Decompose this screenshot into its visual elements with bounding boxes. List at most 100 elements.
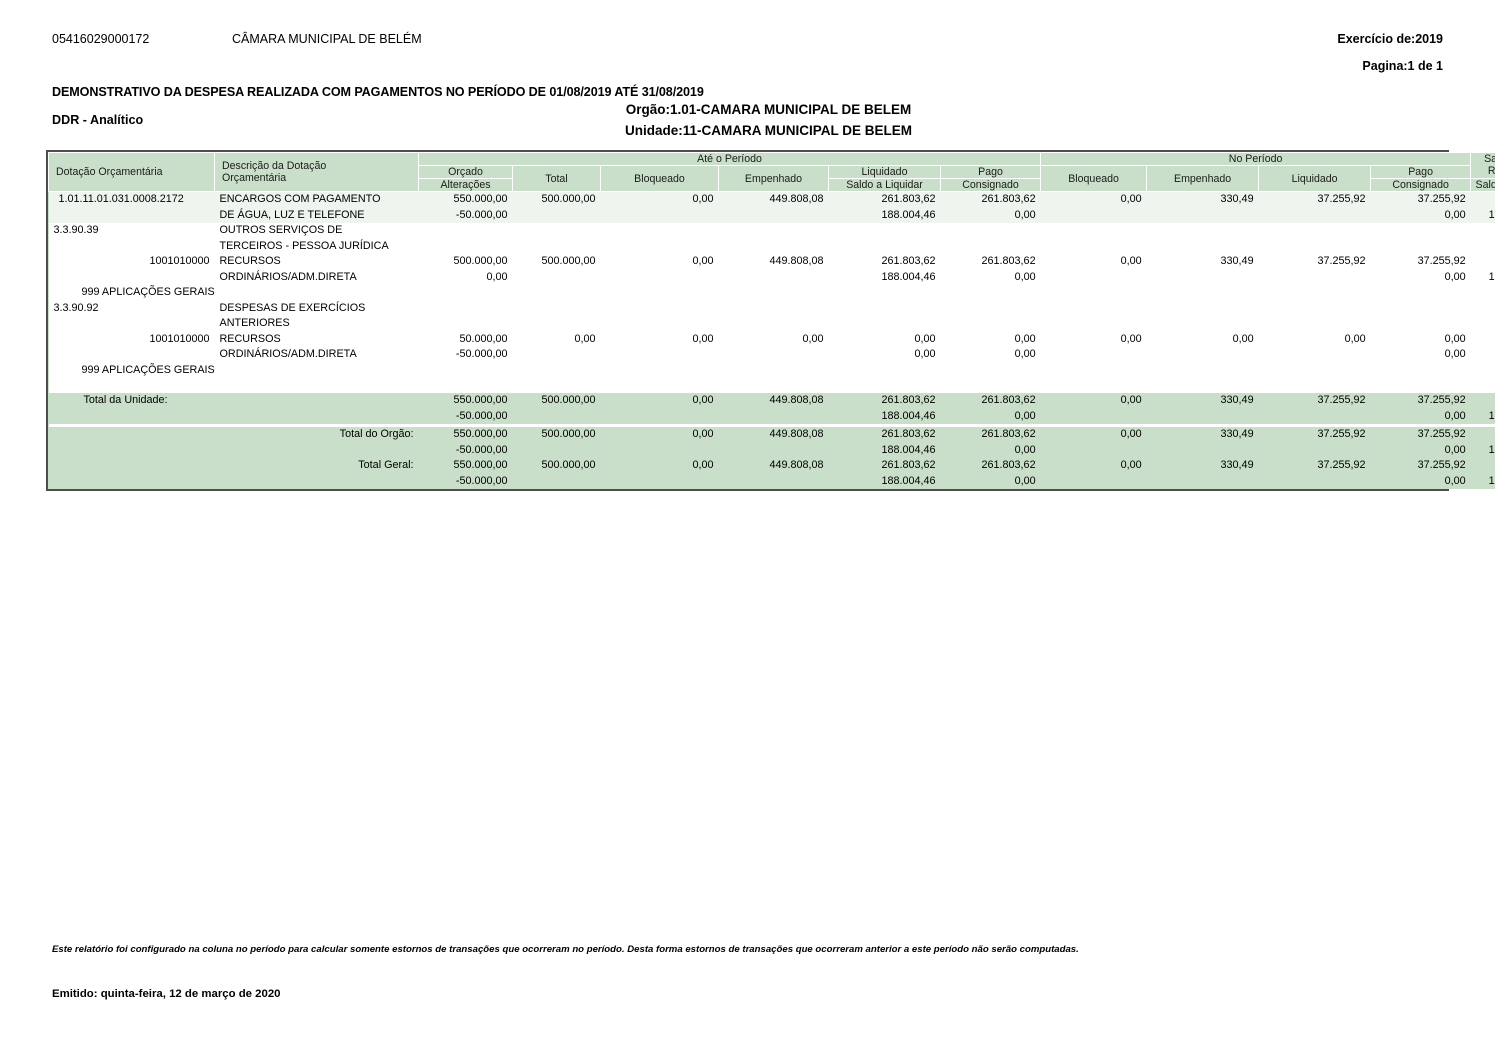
cell-blank [600,442,719,458]
cell-saldo-a-pagar: 188.004,46 [1470,207,1495,223]
table-row: 999 APLICAÇÕES GERAIS [49,285,1495,301]
total-row-orgao-line2: -50.000,00 188.004,46 0,00 0,00 188.004,… [48,442,1495,458]
cell-blank [1041,285,1147,301]
cell-liquidado: 261.803,62 [828,393,941,409]
total-row-geral-line2: -50.000,00 188.004,46 0,00 0,00 188.004,… [48,473,1495,489]
cell-blank [1371,301,1471,317]
cell-blank [600,408,719,424]
table-row: DE ÁGUA, LUZ E TELEFONE -50.000,00 188.0… [48,207,1495,223]
cell-np-liquidado: 37.255,92 [1258,458,1371,474]
cell-bloqueado: 0,00 [692,332,714,345]
cell-blank [512,442,601,458]
cell-np-bloqueado-b [1040,207,1147,223]
cell-total: 0,00 [574,332,596,345]
table-row: 1.01.11.01.031.0008.2172 ENCARGOS COM PA… [48,191,1495,208]
col-dotacao-orcamentaria: Dotação Orçamentária [48,152,215,192]
report-table-wrapper: Dotação Orçamentária Descrição da Dotaçã… [46,150,1495,491]
cell-blank [719,316,829,332]
cell-empenhado: 449.808,08 [718,427,829,443]
cell-blank [49,239,215,255]
cell-blank [48,424,1495,427]
col-descricao-line1: Descrição da Dotação [222,160,327,172]
col-liquidado: Liquidado [828,165,941,179]
cell-blank [48,442,215,458]
cell-np-consignado: 0,00 [1370,408,1471,424]
cell-saldo-a-pagar: 188.004,46 [1470,442,1495,458]
cell-empenhado-b [718,207,829,223]
cell-blank [1147,270,1259,286]
cell-elemento-code: 3.3.90.39 [53,224,99,236]
cell-aplicacao-label: 999 APLICAÇÕES GERAIS [81,286,215,298]
cell-blank [1371,285,1471,301]
col-total: Total [512,165,601,192]
cell-blank [1471,301,1495,317]
cell-blank [49,316,215,332]
cell-blank [214,473,419,489]
cell-blank [1041,270,1147,286]
cell-empenhado: 449.808,08 [769,255,824,267]
orgao-label: Orgão:1.01-CAMARA MUNICIPAL DE BELEM [625,102,912,117]
cell-np-consignado: 0,00 [1444,348,1466,360]
col-empenhado: Empenhado [718,165,829,192]
cell-blank [1041,223,1147,239]
cell-bloqueado: 0,00 [600,393,719,409]
cell-alteracoes: -50.000,00 [418,442,513,458]
cell-blank [49,378,1495,393]
cell-blank [419,285,513,301]
total-row-unidade-line2: -50.000,00 188.004,46 0,00 0,00 188.004,… [48,408,1495,424]
col-saldo-a-liquidar: Saldo a Liquidar [828,178,941,192]
header-left: 05416029000172 CÂMARA MUNICIPAL DE BELÉM [52,30,422,48]
cell-np-pago: 37.255,92 [1370,393,1471,409]
cell-np-pago: 37.255,92 [1370,427,1471,443]
cell-blank [48,458,215,474]
cell-saldo-restante: 50.191,92 [1470,393,1495,409]
cell-total: 500.000,00 [541,255,596,267]
cell-blank [1258,473,1371,489]
cell-blank [512,473,601,489]
cell-np-bloqueado: 0,00 [1040,427,1147,443]
total-orgao-label: Total do Orgão: [214,427,419,443]
cell-np-liquidado: 37.255,92 [1258,427,1371,443]
col-saldo-orc-line1: Saldo Orc. [1484,153,1495,165]
header-top-row: 05416029000172 CÂMARA MUNICIPAL DE BELÉM … [52,30,1443,73]
table-body: 1.01.11.01.031.0008.2172 ENCARGOS COM PA… [48,191,1495,489]
cell-fonte-desc-line2: ORDINÁRIOS/ADM.DIRETA [219,348,357,360]
cell-np-liquidado-b [1258,207,1371,223]
cell-bloqueado: 0,00 [600,427,719,443]
group-no-periodo: No Período [1040,152,1472,166]
cell-empenhado: 449.808,08 [718,191,829,208]
cell-blank [1040,473,1147,489]
cell-alteracoes: 0,00 [486,270,508,283]
cell-blank [1259,270,1371,286]
cell-consignado: 0,00 [1014,348,1036,360]
cell-blank [1471,363,1495,379]
cell-saldo-a-pagar: 188.004,46 [1470,408,1495,424]
cell-blank [601,239,719,255]
cell-blank [601,223,719,239]
cell-liquidado: 261.803,62 [828,427,941,443]
cell-np-empenhado: 330,49 [1146,458,1259,474]
cell-pago: 261.803,62 [981,255,1036,267]
cell-liquidado: 261.803,62 [828,458,941,474]
cell-np-pago: 37.255,92 [1417,255,1466,267]
total-row-geral: Total Geral: 550.000,00 500.000,00 0,00 … [48,458,1495,474]
cell-bloqueado: 0,00 [692,255,714,267]
cell-fonte-desc: RECURSOS [219,255,281,267]
total-unidade-label: Total da Unidade: [48,393,215,409]
cell-blank [214,408,419,424]
report-footnote: Este relatório foi configurado na coluna… [52,944,1079,955]
table-row: ANTERIORES [49,316,1495,332]
col-np-bloqueado: Bloqueado [1040,165,1148,192]
cell-blank [829,285,941,301]
cell-blank [600,473,719,489]
report-title: DEMONSTRATIVO DA DESPESA REALIZADA COM P… [52,85,704,99]
orgao-unidade-block: Orgão:1.01-CAMARA MUNICIPAL DE BELEM Uni… [0,100,1495,142]
cell-np-liquidado: 37.255,92 [1258,191,1371,208]
cell-saldo-restante: 50.191,92 [1471,254,1495,270]
cell-fonte-desc: RECURSOS [219,332,281,345]
cell-blank [829,239,941,255]
cell-blank [1371,316,1471,332]
cell-pago: 261.803,62 [940,427,1041,443]
cell-blank [1146,408,1259,424]
